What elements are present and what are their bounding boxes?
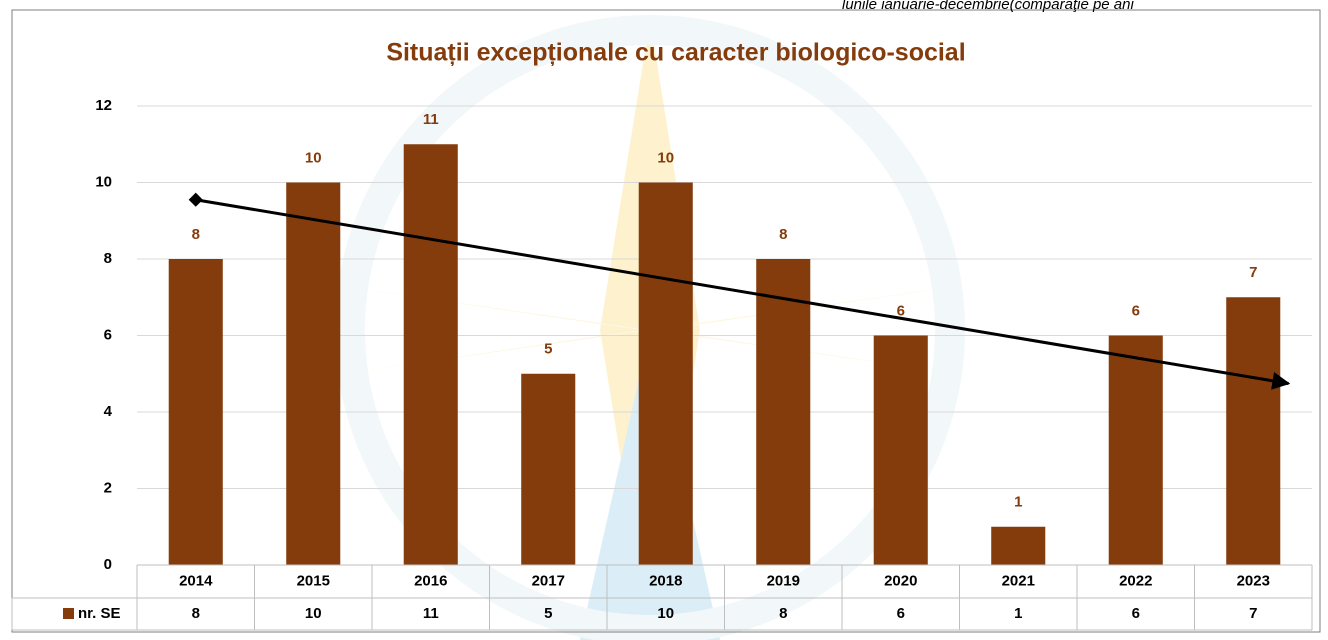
table-value: 5 [544,605,552,622]
y-tick-label: 10 [95,173,112,190]
trend-start [188,192,203,207]
legend-label: nr. SE [78,605,121,622]
x-tick-label: 2017 [532,572,565,589]
x-tick-label: 2022 [1119,572,1152,589]
data-label: 6 [897,302,905,319]
y-tick-label: 0 [104,556,112,573]
bar [638,182,693,565]
x-tick-label: 2016 [414,572,447,589]
subtitle: lunile ianuarie-decembrie(comparaţie pe … [842,0,1134,13]
x-tick-label: 2018 [649,572,682,589]
data-label: 7 [1249,264,1257,281]
x-tick-label: 2014 [179,572,213,589]
table-value: 10 [657,605,674,622]
data-label: 8 [779,226,787,243]
chart-title: Situații excepționale cu caracter biolog… [386,39,965,67]
data-label: 10 [305,149,322,166]
data-label: 5 [544,341,552,358]
chart-border [11,9,1321,633]
y-tick-label: 2 [104,479,112,496]
bar [756,259,811,565]
table-value: 8 [192,605,200,622]
bar [168,259,223,565]
x-tick-label: 2023 [1237,572,1270,589]
table-value: 8 [779,605,787,622]
y-tick-label: 8 [104,250,112,267]
x-tick-label: 2019 [767,572,800,589]
data-label: 1 [1014,494,1022,511]
y-tick-label: 4 [104,403,113,420]
data-label: 6 [1132,302,1140,319]
y-tick-label: 12 [95,97,112,114]
data-label: 8 [192,226,200,243]
x-tick-label: 2015 [297,572,330,589]
trend-arrow [195,198,1291,390]
y-tick-label: 6 [104,326,112,343]
bar [873,335,928,565]
bar [403,144,458,565]
table-value: 11 [423,605,439,622]
bar [1108,335,1163,565]
table-value: 6 [1132,605,1140,622]
data-label: 10 [657,149,674,166]
bar [1226,297,1281,565]
x-tick-label: 2020 [884,572,917,589]
bar [521,373,576,565]
legend-swatch [63,608,74,619]
table-value: 10 [305,605,322,622]
table-value: 6 [897,605,905,622]
data-label: 11 [423,111,439,128]
x-tick-label: 2021 [1002,572,1035,589]
table-value: 7 [1249,605,1257,622]
table-value: 1 [1014,605,1022,622]
bar [991,526,1046,565]
bar [286,182,341,565]
